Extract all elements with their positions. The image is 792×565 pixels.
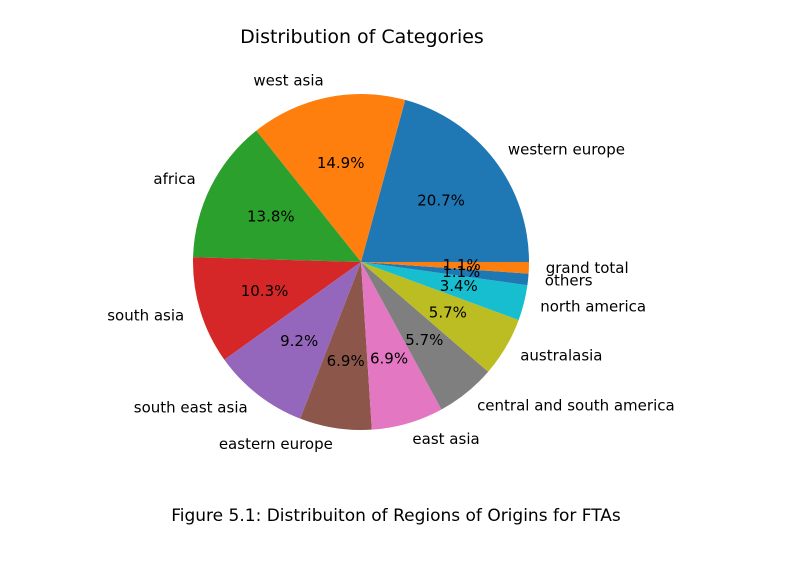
pie-slice-eastern-europe: [300, 262, 372, 431]
pie-slice-central-and-south-america: [361, 262, 489, 410]
pie-labels: western europe 20.7% west asia 14.9% africa 1…: [107, 72, 674, 454]
pie-slice-others: [361, 262, 529, 286]
percent-label-australasia: 5.7%: [429, 304, 467, 322]
category-label-eastern-europe: eastern europe: [219, 435, 333, 453]
percent-label-west-asia: 14.9%: [317, 154, 365, 172]
percent-label-north-america: 3.4%: [440, 277, 478, 295]
pie-slice-west-asia: [256, 94, 406, 263]
pie-slice-africa: [193, 130, 361, 262]
pie-slice-east-asia: [361, 262, 442, 430]
percent-label-others: 1.1%: [442, 263, 480, 281]
percent-label-south-east-asia: 9.2%: [280, 332, 318, 350]
pie-chart: Distribution of Categories western europ…: [107, 26, 674, 454]
pie-slice-south-asia: [193, 257, 361, 360]
category-label-south-asia: south asia: [107, 306, 184, 324]
chart-title: Distribution of Categories: [240, 26, 484, 48]
pie-slice-grand-total: [361, 262, 529, 274]
figure-caption: Figure 5.1: Distribuiton of Regions of O…: [171, 506, 621, 526]
category-label-central-and-south-america: central and south america: [477, 396, 675, 414]
category-label-western-europe: western europe: [508, 140, 625, 158]
percent-label-western-europe: 20.7%: [417, 191, 465, 209]
category-label-south-east-asia: south east asia: [134, 398, 248, 416]
category-label-others: others: [545, 272, 593, 290]
category-label-africa: africa: [153, 170, 195, 188]
pie-slice-south-east-asia: [224, 262, 361, 419]
percent-label-central-and-south-america: 5.7%: [405, 331, 443, 349]
category-label-north-america: north america: [540, 297, 646, 315]
category-label-west-asia: west asia: [253, 72, 323, 90]
percent-label-eastern-europe: 6.9%: [327, 352, 365, 370]
pie-slice-australasia: [361, 262, 519, 372]
category-label-australasia: australasia: [520, 346, 602, 364]
category-label-east-asia: east asia: [412, 430, 479, 448]
percent-label-grand-total: 1.1%: [443, 256, 481, 274]
pie-slices: [193, 94, 529, 431]
pie-chart-svg: Distribution of Categories western europ…: [107, 26, 674, 454]
pie-slice-north-america: [361, 262, 528, 321]
percent-label-africa: 13.8%: [247, 207, 295, 225]
category-label-grand-total: grand total: [546, 259, 629, 277]
percent-label-east-asia: 6.9%: [370, 349, 408, 367]
percent-label-south-asia: 10.3%: [241, 282, 289, 300]
pie-slice-western-europe: [361, 99, 529, 262]
